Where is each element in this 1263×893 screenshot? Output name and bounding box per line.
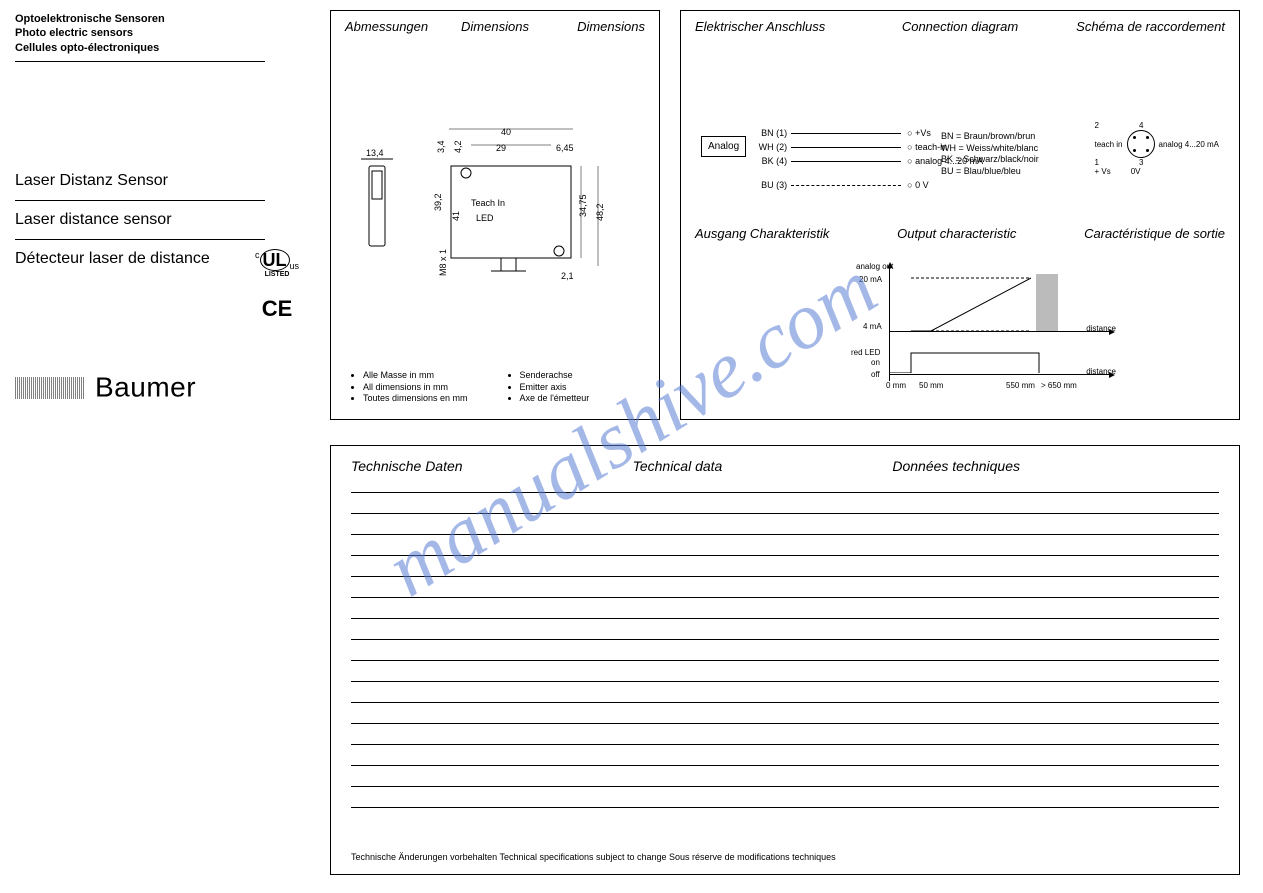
tech-row: [351, 681, 1219, 702]
dim-title-fr: Dimensions: [545, 19, 645, 34]
tech-row: [351, 492, 1219, 513]
technical-data-panel: Technische Daten Technical data Données …: [330, 445, 1240, 875]
dimensions-panel: Abmessungen Dimensions Dimensions 13,4 3…: [330, 10, 660, 420]
conn-title-de: Elektrischer Anschluss: [695, 19, 872, 34]
out-of-range-bar: [1036, 274, 1058, 331]
tech-row: [351, 534, 1219, 555]
ce-mark-icon: CE: [255, 296, 299, 322]
tech-title-en: Technical data: [633, 458, 723, 474]
svg-text:40: 40: [501, 127, 511, 137]
tech-row: [351, 786, 1219, 807]
conn-title-en: Connection diagram: [872, 19, 1049, 34]
wiring-diagram: Analog BN (1)○ +Vs WH (2)○ teach-in BK (…: [701, 96, 1219, 206]
svg-text:48,2: 48,2: [595, 203, 605, 221]
oc-title-de: Ausgang Charakteristik: [695, 226, 829, 241]
dimensions-titles: Abmessungen Dimensions Dimensions: [331, 11, 659, 34]
ul-mark-icon: cULus LISTED: [255, 250, 299, 278]
dim-title-de: Abmessungen: [345, 19, 445, 34]
connector-pinout: 24 teach in analog 4...20 mA 13 + Vs0V: [1094, 121, 1219, 176]
connector-icon: [1127, 130, 1155, 158]
rule-2: [15, 239, 265, 240]
header-fr: Cellules opto-électroniques: [15, 41, 295, 55]
dimensions-notes: Alle Masse in mm All dimensions in mm To…: [351, 370, 639, 405]
wire-legend: BN = Braun/brown/brun WH = Weiss/white/b…: [941, 131, 1039, 178]
product-title-en: Laser distance sensor: [15, 211, 295, 229]
tech-row: [351, 765, 1219, 786]
brand-pattern-icon: [15, 377, 85, 399]
output-char-titles: Ausgang Charakteristik Output characteri…: [681, 226, 1239, 241]
tech-title-de: Technische Daten: [351, 458, 463, 474]
svg-text:LED: LED: [476, 213, 494, 223]
header-de: Optoelektronische Sensoren: [15, 12, 295, 26]
svg-text:6,45: 6,45: [556, 143, 574, 153]
tech-row: [351, 513, 1219, 534]
connection-panel: Elektrischer Anschluss Connection diagra…: [680, 10, 1240, 420]
svg-text:2,1: 2,1: [561, 271, 574, 281]
tech-row: [351, 618, 1219, 639]
tech-row: [351, 639, 1219, 660]
dimensions-drawing: 13,4 39,2 3,4 4,2 40 29 6,45 41 34,75 48…: [341, 111, 651, 311]
svg-text:M8 x 1: M8 x 1: [438, 249, 448, 276]
tech-rows: [331, 492, 1239, 828]
svg-text:3,4: 3,4: [436, 140, 446, 153]
tech-row: [351, 660, 1219, 681]
svg-text:29: 29: [496, 143, 506, 153]
notes-left: Alle Masse in mm All dimensions in mm To…: [351, 370, 468, 405]
oc-title-fr: Caractéristique de sortie: [1084, 226, 1225, 241]
tech-row: [351, 702, 1219, 723]
wire-row-bu: BU (3)○ 0 V: [746, 178, 983, 192]
oc-title-en: Output characteristic: [897, 226, 1016, 241]
conn-title-fr: Schéma de raccordement: [1048, 19, 1225, 34]
rule-1: [15, 200, 265, 201]
svg-text:Teach In: Teach In: [471, 198, 505, 208]
product-title-de: Laser Distanz Sensor: [15, 172, 295, 190]
tech-row: [351, 723, 1219, 744]
left-column: Optoelektronische Sensoren Photo electri…: [15, 12, 295, 268]
svg-text:39,2: 39,2: [433, 193, 443, 211]
dim-title-en: Dimensions: [445, 19, 545, 34]
connection-titles: Elektrischer Anschluss Connection diagra…: [681, 11, 1239, 34]
analog-label: Analog: [701, 136, 746, 157]
tech-titles: Technische Daten Technical data Données …: [331, 446, 1239, 492]
product-title-fr: Détecteur laser de distance: [15, 250, 295, 268]
tech-row: [351, 597, 1219, 618]
tech-title-fr: Données techniques: [892, 458, 1020, 474]
svg-text:4,2: 4,2: [453, 140, 463, 153]
tech-row: [351, 744, 1219, 765]
tech-row: [351, 807, 1219, 828]
ylabel: analog out: [856, 262, 893, 271]
svg-text:13,4: 13,4: [366, 148, 384, 158]
certification-block: cULus LISTED CE: [255, 250, 299, 322]
header-en: Photo electric sensors: [15, 26, 295, 40]
tech-footer: Technische Änderungen vorbehalten Techni…: [351, 852, 836, 862]
tech-row: [351, 555, 1219, 576]
svg-text:41: 41: [451, 211, 461, 221]
tech-row: [351, 576, 1219, 597]
notes-right: Senderachse Emitter axis Axe de l'émette…: [508, 370, 590, 405]
brand-logo: Baumer: [15, 370, 196, 404]
svg-text:34,75: 34,75: [578, 194, 588, 217]
output-characteristic-chart: analog out 20 mA 4 mA red LED on off dis…: [831, 266, 1111, 411]
